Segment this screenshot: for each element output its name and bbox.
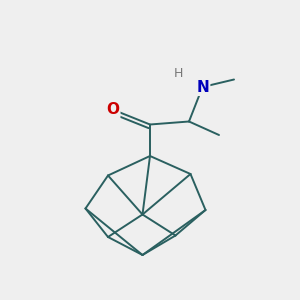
Text: H: H	[174, 67, 183, 80]
Text: O: O	[106, 102, 119, 117]
Text: N: N	[196, 80, 209, 94]
